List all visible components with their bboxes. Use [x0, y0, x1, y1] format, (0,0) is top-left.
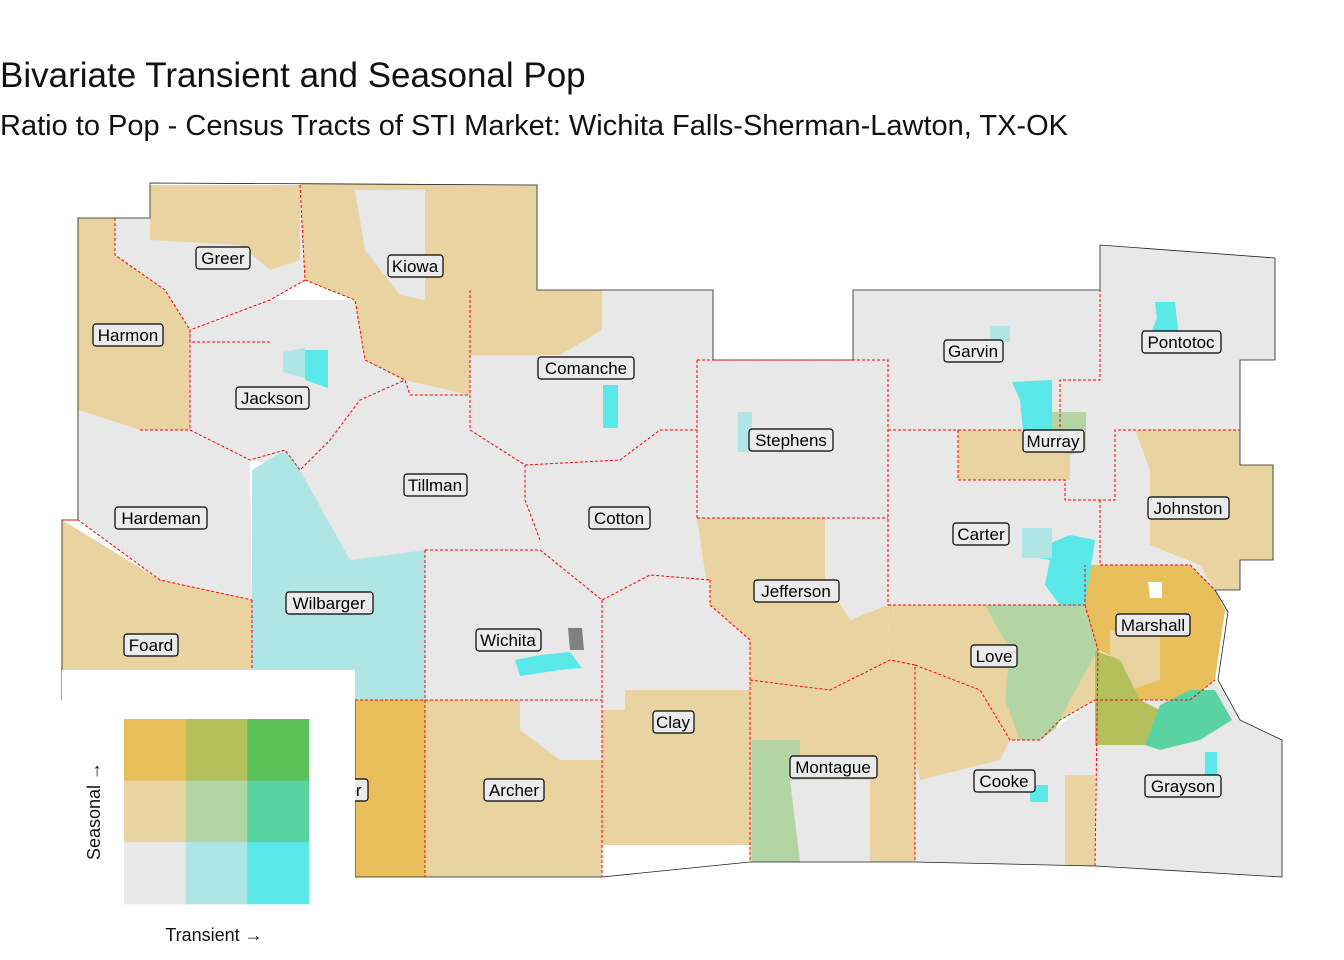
label-kiowa: Kiowa: [387, 254, 444, 278]
tract-tillman: [300, 380, 540, 560]
tract-hardeman: [78, 410, 252, 600]
label-pontotoc: Pontotoc: [1141, 330, 1222, 354]
svg-text:Murray: Murray: [1027, 432, 1080, 451]
legend-y-label: Seasonal →: [84, 762, 104, 860]
label-johnston: Johnston: [1147, 496, 1230, 520]
legend-grid: [124, 719, 310, 905]
label-clay: Clay: [652, 710, 695, 734]
svg-text:Wichita: Wichita: [480, 631, 536, 650]
tract-marshall-white: [1148, 582, 1162, 598]
tract-montague-gray: [790, 780, 870, 862]
label-harmon: Harmon: [92, 323, 164, 347]
legend-cell: [185, 780, 248, 843]
tract-cooke-tan: [915, 665, 1010, 780]
label-archer: Archer: [483, 778, 545, 802]
tract-comanche-nw: [470, 290, 602, 355]
tract-archer-gray: [520, 700, 602, 760]
svg-text:Grayson: Grayson: [1151, 777, 1215, 796]
label-jefferson: Jefferson: [753, 579, 840, 603]
tract-garvin-transient: [990, 326, 1010, 342]
tract-grayson-teal: [1145, 690, 1232, 750]
label-comanche: Comanche: [537, 356, 635, 380]
label-cotton: Cotton: [588, 506, 651, 530]
svg-text:Tillman: Tillman: [408, 476, 462, 495]
tract-grayson-olive: [1095, 650, 1160, 745]
tract-foard: [62, 520, 252, 700]
county-borders: [62, 184, 1240, 877]
svg-text:Stephens: Stephens: [755, 431, 827, 450]
svg-text:Wilbarger: Wilbarger: [293, 594, 366, 613]
tract-clay-tan: [602, 710, 750, 845]
label-wilbarger: Wilbarger: [285, 591, 374, 615]
region-outline: [61, 182, 1283, 878]
label-foard: Foard: [123, 633, 179, 657]
legend-x-label: Transient →: [165, 925, 262, 945]
tract-cooke-tan2: [1065, 775, 1095, 866]
legend-cell: [185, 842, 248, 905]
svg-text:Archer: Archer: [489, 781, 539, 800]
label-grayson: Grayson: [1144, 774, 1222, 798]
svg-text:Marshall: Marshall: [1121, 616, 1185, 635]
tract-baylor: [355, 700, 425, 877]
tract-comanche-transient: [603, 385, 618, 428]
label-marshall: Marshall: [1115, 613, 1191, 637]
tract-wichita-missing: [568, 628, 584, 650]
svg-text:Jefferson: Jefferson: [761, 582, 831, 601]
svg-text:Comanche: Comanche: [545, 359, 627, 378]
svg-text:Carter: Carter: [957, 525, 1005, 544]
tract-montague-green: [752, 740, 800, 862]
svg-text:Garvin: Garvin: [948, 342, 998, 361]
legend-cell: [247, 719, 310, 782]
tract-jackson-transient: [305, 350, 328, 388]
label-greer: Greer: [195, 246, 251, 270]
label-cooke: Cooke: [973, 769, 1036, 793]
svg-text:Pontotoc: Pontotoc: [1147, 333, 1215, 352]
label-wichita: Wichita: [475, 628, 542, 652]
svg-text:Johnston: Johnston: [1154, 499, 1223, 518]
bivariate-legend: Transient → Seasonal →: [62, 670, 355, 960]
tract-clay-tan2: [625, 690, 750, 710]
svg-text:Love: Love: [976, 647, 1013, 666]
svg-text:Montague: Montague: [795, 758, 871, 777]
svg-text:Harmon: Harmon: [98, 326, 158, 345]
map-subtitle: Ratio to Pop - Census Tracts of STI Mark…: [0, 110, 1068, 142]
svg-text:Cooke: Cooke: [979, 772, 1028, 791]
tract-jefferson-gray: [825, 518, 888, 620]
svg-text:Kiowa: Kiowa: [392, 257, 439, 276]
tract-jackson-transient2: [283, 348, 305, 378]
tract-greer-band: [150, 185, 300, 270]
county-labels: Greer Kiowa Harmon Jackson Comanche Garv…: [92, 246, 1230, 802]
svg-text:Foard: Foard: [129, 636, 173, 655]
legend-cell: [185, 719, 248, 782]
svg-text:Jackson: Jackson: [241, 389, 303, 408]
tract-wilbarger: [252, 450, 425, 700]
tract-carter: [888, 430, 1100, 605]
tract-love-green: [985, 605, 1098, 740]
legend-cell: [247, 780, 310, 843]
map-title: Bivariate Transient and Seasonal Pop: [0, 56, 586, 95]
svg-text:Cotton: Cotton: [594, 509, 644, 528]
label-stephens: Stephens: [748, 428, 834, 452]
svg-text:Hardeman: Hardeman: [121, 509, 200, 528]
tract-wichita-transient: [515, 652, 582, 676]
label-montague: Montague: [789, 755, 878, 779]
label-murray: Murray: [1022, 429, 1085, 453]
legend-cell: [124, 780, 187, 843]
label-garvin: Garvin: [943, 339, 1004, 363]
label-carter: Carter: [952, 522, 1010, 546]
legend-cell: [124, 842, 187, 905]
tract-carter-transient2: [1022, 528, 1052, 558]
tract-clay: [602, 575, 750, 710]
label-love: Love: [970, 644, 1018, 668]
label-tillman: Tillman: [403, 473, 468, 497]
svg-text:Greer: Greer: [201, 249, 245, 268]
svg-text:Clay: Clay: [656, 713, 691, 732]
label-jackson: Jackson: [235, 386, 310, 410]
legend-cell: [247, 842, 310, 905]
label-hardeman: Hardeman: [114, 506, 208, 530]
legend-cell: [124, 719, 187, 782]
